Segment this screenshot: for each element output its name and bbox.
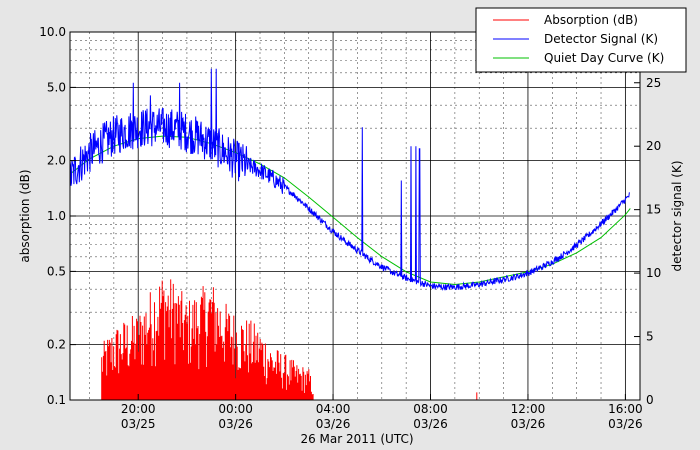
x-tick-label-date: 03/26 <box>608 417 643 431</box>
legend: Absorption (dB) Detector Signal (K) Quie… <box>475 7 687 73</box>
series-detector-signal <box>69 68 631 291</box>
x-tick-label-date: 03/26 <box>316 417 351 431</box>
legend-label-quiet-day: Quiet Day Curve (K) <box>544 51 664 65</box>
y-axis-left-label: absorption (dB) <box>18 169 32 262</box>
y-axis-right: 0 5 10 15 20 25 <box>634 76 661 407</box>
x-tick-label-time: 12:00 <box>511 402 546 416</box>
legend-label-detector: Detector Signal (K) <box>544 32 658 46</box>
y-left-tick-label: 0.1 <box>47 393 66 407</box>
series-layer <box>69 68 631 400</box>
y-right-tick-label: 5 <box>646 330 654 344</box>
x-tick-label-time: 00:00 <box>218 402 253 416</box>
x-tick-label-date: 03/26 <box>413 417 448 431</box>
x-tick-label-time: 16:00 <box>608 402 643 416</box>
x-tick-label-date: 03/25 <box>121 417 156 431</box>
series-quiet-day-curve <box>69 135 631 286</box>
legend-label-absorption: Absorption (dB) <box>544 13 638 27</box>
y-right-tick-label: 10 <box>646 266 661 280</box>
y-axis-right-label: detector signal (K) <box>670 160 684 271</box>
y-right-tick-label: 20 <box>646 139 661 153</box>
y-left-tick-label: 0.2 <box>47 338 66 352</box>
legend-box <box>475 7 687 73</box>
y-right-tick-label: 25 <box>646 76 661 90</box>
y-left-tick-label: 10.0 <box>39 25 66 39</box>
x-tick-label-time: 08:00 <box>413 402 448 416</box>
y-left-tick-label: 0.5 <box>47 264 66 278</box>
y-right-tick-label: 15 <box>646 203 661 217</box>
x-axis: 20:0003/2500:0003/2604:0003/2608:0003/26… <box>121 394 643 431</box>
y-axis-left: 0.1 0.2 0.5 1.0 2.0 5.0 10.0 <box>39 25 76 407</box>
x-tick-label-date: 03/26 <box>218 417 253 431</box>
x-tick-label-time: 20:00 <box>121 402 156 416</box>
x-axis-label: 26 Mar 2011 (UTC) <box>300 432 413 446</box>
y-left-tick-label: 5.0 <box>47 80 66 94</box>
y-left-tick-label: 1.0 <box>47 209 66 223</box>
x-tick-label-date: 03/26 <box>511 417 546 431</box>
series-absorption <box>101 279 478 400</box>
y-right-tick-label: 0 <box>646 393 654 407</box>
y-left-tick-label: 2.0 <box>47 154 66 168</box>
x-tick-label-time: 04:00 <box>316 402 351 416</box>
major-grid <box>70 31 640 401</box>
